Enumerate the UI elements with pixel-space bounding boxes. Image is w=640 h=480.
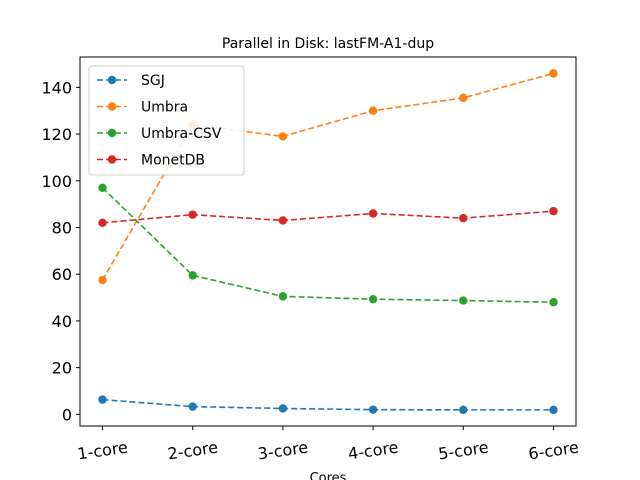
y-tick-label: 80 [52,218,72,237]
data-point [98,275,107,285]
data-point [459,213,468,223]
y-tick-label: 120 [41,125,72,144]
legend-box [88,65,245,176]
legend-marker [107,128,117,138]
x-tick-label: 4-core [347,438,400,464]
data-point [368,294,378,304]
x-axis-label: Cores [310,471,347,480]
x-tick-label: 3-core [257,438,310,464]
data-point [549,298,558,307]
data-point [549,405,558,415]
plot-area: 0 20 40 60 80 100 120 140 1-core 2-core 3-core 4-co… [41,56,580,464]
legend-label: MonetDB [141,153,205,169]
data-point [98,395,107,404]
data-point [459,93,468,103]
x-tick-label: 1-core [76,438,129,464]
x-tick-label: 5-core [437,438,490,464]
data-point [368,106,378,115]
data-point [549,69,558,78]
data-point [368,209,378,218]
data-point [188,210,197,219]
data-point [98,183,107,192]
series-line-monetdb [102,210,554,224]
data-point [549,206,558,216]
series-line-umbra-csv [101,187,554,304]
data-point [459,405,468,415]
y-tick-label: 0 [62,405,72,424]
data-point [98,218,107,228]
data-point [368,405,378,414]
legend-label: Umbra [141,100,188,116]
data-point [278,404,288,413]
data-point [459,296,468,305]
legend-label: Umbra-CSV [141,126,222,142]
y-tick-label: 60 [52,265,72,284]
y-tick-label: 100 [41,172,72,191]
data-point [278,216,288,225]
data-point [188,271,197,280]
y-tick-label: 140 [41,78,72,97]
data-point [278,132,288,141]
y-tick-label: 40 [52,312,72,331]
x-tick-label: 2-core [166,438,219,464]
legend-label: SGJ [141,73,165,89]
data-point [188,402,197,411]
legend-marker [107,155,117,164]
plot-frame [79,56,577,427]
y-tick-label: 20 [52,359,72,378]
series-line-sgj [102,398,554,411]
legend-marker [107,75,117,85]
data-point [278,292,288,301]
legend-marker [107,102,117,111]
x-tick-label: 6-core [527,438,580,464]
chart-title: Parallel in Disk: lastFM-A1-dup [222,36,434,52]
